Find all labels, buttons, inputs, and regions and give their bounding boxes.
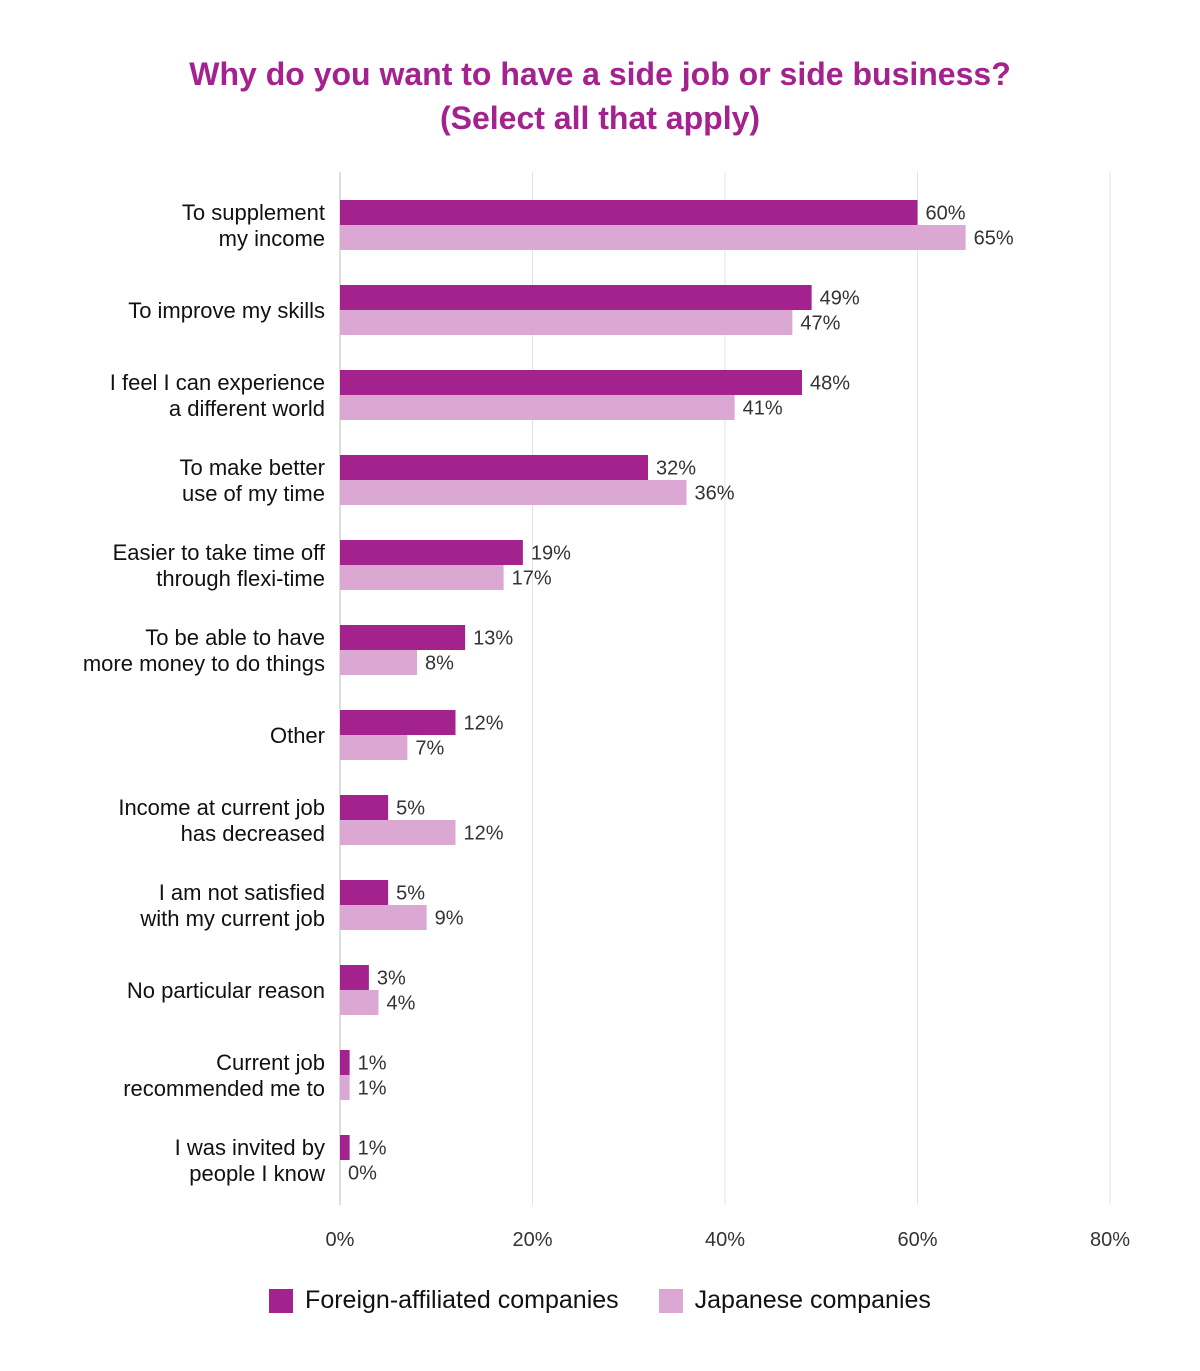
x-tick-label-80: 80% xyxy=(1090,1229,1130,1251)
value-label-japanese-10: 1% xyxy=(358,1078,387,1100)
chart-title-line1: Why do you want to have a side job or si… xyxy=(189,56,1011,92)
category-label-line-1-0: To improve my skills xyxy=(128,298,325,323)
bar-japanese-10 xyxy=(340,1075,350,1100)
category-label-line-2-0: I feel I can experience xyxy=(110,370,325,395)
category-label-line-3-0: To make better xyxy=(179,455,325,480)
x-tick-label-40: 40% xyxy=(705,1229,745,1251)
legend-swatch-foreign xyxy=(269,1288,294,1313)
value-label-foreign-9: 3% xyxy=(377,968,406,990)
category-label-line-0-0: To supplement xyxy=(182,200,325,225)
chart-title: Why do you want to have a side job or si… xyxy=(0,52,1200,140)
bar-japanese-2 xyxy=(340,395,735,420)
bar-japanese-7 xyxy=(340,820,456,845)
category-label-6: Other xyxy=(270,723,325,748)
bar-foreign-10 xyxy=(340,1050,350,1075)
category-label-line-7-1: has decreased xyxy=(181,821,325,846)
category-label-5: To be able to have more money to do thing… xyxy=(83,625,325,676)
category-label-9: No particular reason xyxy=(127,978,325,1003)
category-label-line-11-1: people I know xyxy=(189,1161,325,1186)
bar-japanese-1 xyxy=(340,310,793,335)
bar-japanese-3 xyxy=(340,480,687,505)
category-label-line-2-1: a different world xyxy=(169,396,325,421)
x-tick-label-0: 0% xyxy=(326,1229,355,1251)
value-label-foreign-11: 1% xyxy=(358,1138,387,1160)
value-label-foreign-10: 1% xyxy=(358,1053,387,1075)
value-label-japanese-3: 36% xyxy=(695,483,735,505)
category-label-line-8-0: I am not satisfied xyxy=(159,880,325,905)
legend-label-japanese: Japanese companies xyxy=(694,1286,931,1314)
value-label-foreign-3: 32% xyxy=(656,458,696,480)
bar-foreign-7 xyxy=(340,795,389,820)
legend-item-japanese: Japanese companies xyxy=(658,1286,931,1315)
bar-foreign-0 xyxy=(340,200,918,225)
category-label-line-4-1: through flexi-time xyxy=(156,566,325,591)
category-label-2: I feel I can experience a different world xyxy=(110,370,325,421)
x-tick-label-60: 60% xyxy=(897,1229,937,1251)
bar-japanese-8 xyxy=(340,905,427,930)
bar-japanese-4 xyxy=(340,565,504,590)
legend-item-foreign: Foreign-affiliated companies xyxy=(269,1286,619,1315)
bar-japanese-9 xyxy=(340,990,379,1015)
bar-foreign-6 xyxy=(340,710,456,735)
category-label-line-5-0: To be able to have xyxy=(145,625,325,650)
legend-label-foreign: Foreign-affiliated companies xyxy=(305,1286,619,1314)
value-label-japanese-6: 7% xyxy=(415,738,444,760)
bar-japanese-5 xyxy=(340,650,417,675)
value-label-japanese-9: 4% xyxy=(387,993,416,1015)
bar-foreign-5 xyxy=(340,625,466,650)
category-label-line-9-0: No particular reason xyxy=(127,978,325,1003)
value-label-foreign-4: 19% xyxy=(531,543,571,565)
category-label-11: I was invited by people I know xyxy=(175,1135,326,1186)
value-label-japanese-2: 41% xyxy=(743,398,783,420)
value-label-foreign-0: 60% xyxy=(926,203,966,225)
bar-foreign-3 xyxy=(340,455,648,480)
category-label-10: Current job recommended me to xyxy=(123,1050,325,1101)
value-label-foreign-8: 5% xyxy=(396,883,425,905)
value-label-foreign-5: 13% xyxy=(473,628,513,650)
category-label-3: To make better use of my time xyxy=(179,455,325,506)
bar-foreign-4 xyxy=(340,540,523,565)
category-label-line-10-0: Current job xyxy=(216,1050,325,1075)
value-label-japanese-1: 47% xyxy=(800,313,840,335)
category-label-line-3-1: use of my time xyxy=(182,481,325,506)
x-tick-label-20: 20% xyxy=(512,1229,552,1251)
bar-chart: 0% 20% 40% 60% 80% 60% 65% To supplement my inco… xyxy=(83,172,1130,1251)
value-label-japanese-8: 9% xyxy=(435,908,464,930)
bar-foreign-8 xyxy=(340,880,389,905)
category-label-line-7-0: Income at current job xyxy=(118,795,325,820)
category-label-line-8-1: with my current job xyxy=(139,906,325,931)
legend-swatch-japanese xyxy=(658,1288,683,1313)
legend: Foreign-affiliated companies Japanese co… xyxy=(0,1286,1200,1315)
chart-title-line2: (Select all that apply) xyxy=(439,100,761,136)
value-label-foreign-7: 5% xyxy=(396,798,425,820)
value-label-japanese-11: 0% xyxy=(348,1163,377,1185)
bar-foreign-2 xyxy=(340,370,802,395)
bar-foreign-1 xyxy=(340,285,812,310)
category-label-8: I am not satisfied with my current job xyxy=(139,880,325,931)
category-label-line-4-0: Easier to take time off xyxy=(113,540,326,565)
bar-japanese-0 xyxy=(340,225,966,250)
value-label-japanese-7: 12% xyxy=(464,823,504,845)
bar-foreign-9 xyxy=(340,965,369,990)
category-label-1: To improve my skills xyxy=(128,298,325,323)
category-label-4: Easier to take time off through flexi-tim… xyxy=(113,540,326,591)
category-label-line-10-1: recommended me to xyxy=(123,1076,325,1101)
category-label-line-6-0: Other xyxy=(270,723,325,748)
value-label-japanese-0: 65% xyxy=(974,228,1014,250)
value-label-japanese-5: 8% xyxy=(425,653,454,675)
category-label-line-11-0: I was invited by xyxy=(175,1135,325,1160)
bar-foreign-11 xyxy=(340,1135,350,1160)
value-label-foreign-1: 49% xyxy=(820,288,860,310)
category-label-0: To supplement my income xyxy=(182,200,325,251)
category-label-line-5-1: more money to do things xyxy=(83,651,325,676)
value-label-foreign-2: 48% xyxy=(810,373,850,395)
bar-japanese-6 xyxy=(340,735,408,760)
value-label-foreign-6: 12% xyxy=(464,713,504,735)
value-label-japanese-4: 17% xyxy=(512,568,552,590)
category-label-7: Income at current job has decreased xyxy=(118,795,325,846)
category-label-line-0-1: my income xyxy=(219,226,325,251)
